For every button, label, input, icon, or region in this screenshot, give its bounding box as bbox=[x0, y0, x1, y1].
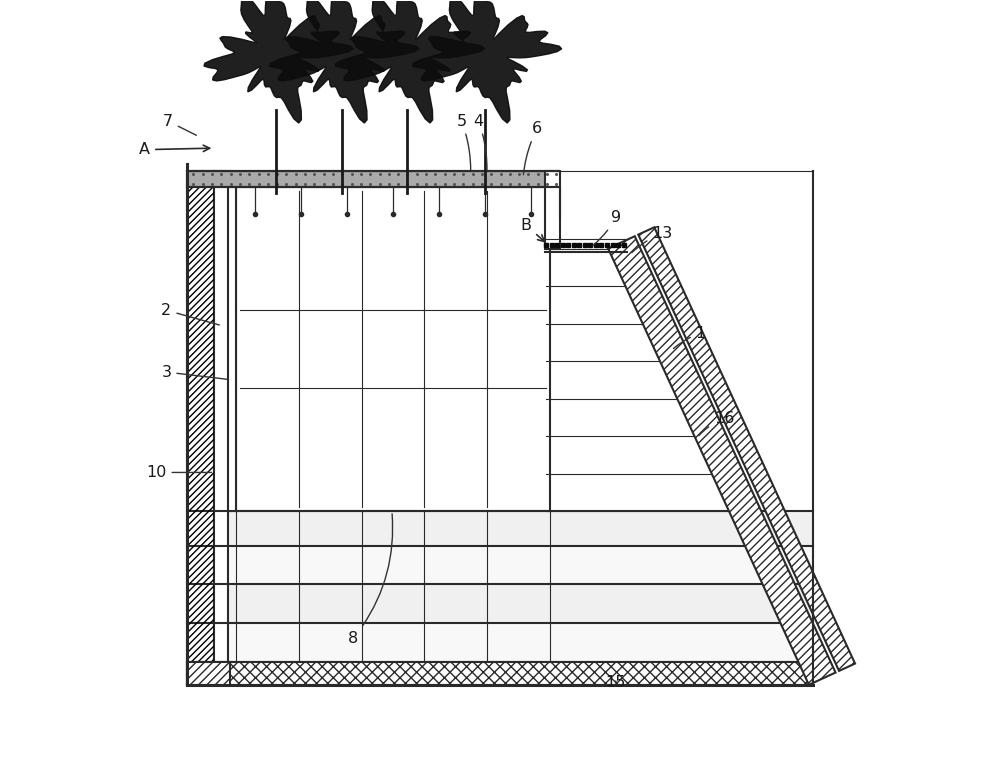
Text: 7: 7 bbox=[163, 114, 196, 136]
Polygon shape bbox=[204, 0, 353, 123]
Bar bbox=[187, 662, 230, 685]
Polygon shape bbox=[638, 227, 855, 671]
Text: 3: 3 bbox=[161, 364, 229, 380]
Text: 15: 15 bbox=[606, 675, 626, 690]
Text: 9: 9 bbox=[593, 210, 621, 245]
Text: 2: 2 bbox=[161, 303, 219, 325]
Text: 1: 1 bbox=[673, 326, 706, 349]
Bar bbox=[187, 662, 813, 685]
Text: 10: 10 bbox=[146, 465, 212, 480]
Bar bbox=[187, 171, 214, 685]
Bar bbox=[228, 187, 236, 511]
Bar bbox=[187, 584, 813, 623]
Text: 13: 13 bbox=[632, 226, 672, 253]
Bar bbox=[187, 171, 214, 685]
Bar bbox=[214, 171, 228, 685]
Polygon shape bbox=[335, 0, 484, 123]
Text: 16: 16 bbox=[699, 411, 734, 436]
Text: 5: 5 bbox=[456, 114, 471, 170]
Polygon shape bbox=[412, 0, 562, 123]
Polygon shape bbox=[608, 236, 836, 685]
Text: A: A bbox=[139, 142, 210, 157]
Polygon shape bbox=[270, 0, 419, 123]
Bar bbox=[187, 623, 813, 662]
Bar bbox=[187, 511, 813, 546]
Bar bbox=[545, 171, 560, 249]
Text: 6: 6 bbox=[523, 122, 542, 174]
Text: B: B bbox=[521, 218, 544, 242]
Text: 8: 8 bbox=[348, 514, 393, 646]
Text: 4: 4 bbox=[473, 114, 487, 170]
Bar bbox=[187, 662, 813, 685]
Bar bbox=[187, 546, 813, 584]
Bar bbox=[187, 171, 559, 187]
